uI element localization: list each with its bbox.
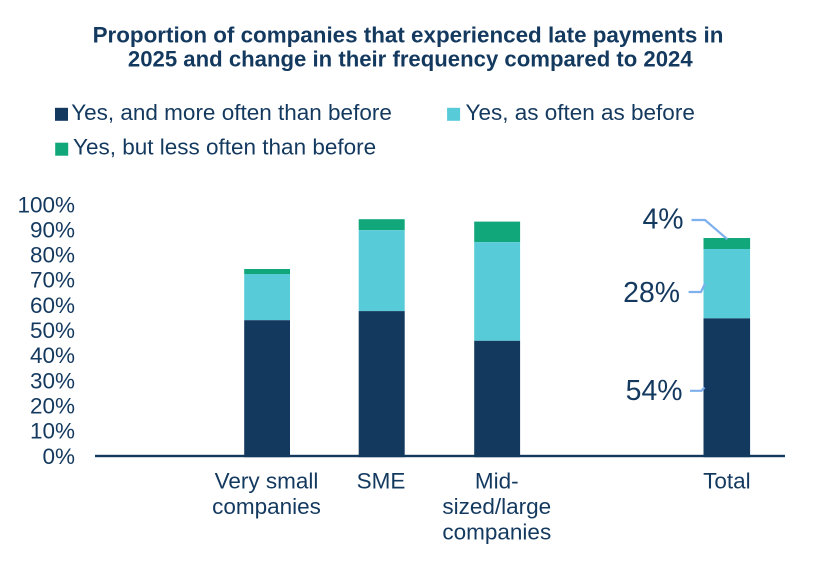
svg-text:2025 and change in their frequ: 2025 and change in their frequency compa… [128,46,693,71]
svg-text:0%: 0% [42,444,75,469]
svg-text:60%: 60% [30,293,75,318]
svg-text:Total: Total [703,469,751,494]
svg-text:sized/large: sized/large [442,494,551,519]
svg-text:4%: 4% [642,204,683,236]
svg-text:companies: companies [212,494,321,519]
svg-text:Very small: Very small [215,469,319,494]
svg-text:100%: 100% [17,192,75,217]
svg-text:90%: 90% [30,217,75,242]
svg-text:Yes, and more often than befor: Yes, and more often than before [71,100,392,125]
svg-text:70%: 70% [30,268,75,293]
svg-text:Proportion of companies that e: Proportion of companies that experienced… [93,23,724,48]
svg-text:28%: 28% [623,277,680,309]
svg-text:10%: 10% [30,419,75,444]
svg-text:companies: companies [442,520,551,545]
svg-text:30%: 30% [30,368,75,393]
svg-text:Yes, but less often than befor: Yes, but less often than before [73,134,376,159]
svg-text:50%: 50% [30,318,75,343]
svg-text:20%: 20% [30,394,75,419]
svg-text:SME: SME [357,469,406,494]
svg-text:40%: 40% [30,343,75,368]
svg-text:Mid-: Mid- [475,469,519,494]
svg-text:54%: 54% [626,375,683,407]
svg-text:80%: 80% [30,243,75,268]
svg-text:Yes, as often as before: Yes, as often as before [466,100,695,125]
